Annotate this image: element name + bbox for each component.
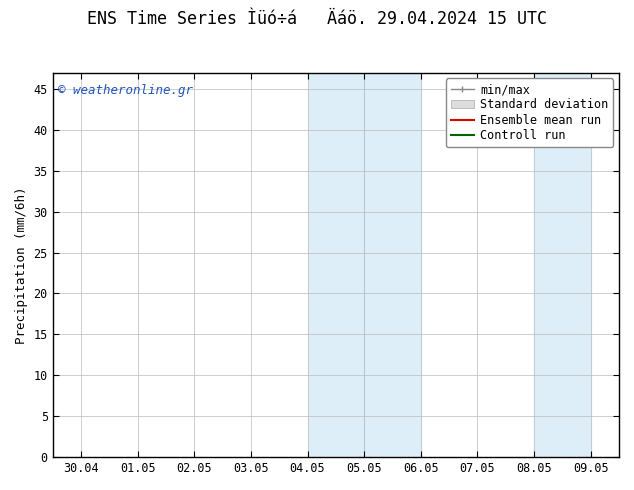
Text: ENS Time Series Ìüó÷á   Äáö. 29.04.2024 15 UTC: ENS Time Series Ìüó÷á Äáö. 29.04.2024 15… xyxy=(87,10,547,28)
Bar xyxy=(307,73,364,457)
Y-axis label: Precipitation (mm/6h): Precipitation (mm/6h) xyxy=(15,186,28,343)
Text: © weatheronline.gr: © weatheronline.gr xyxy=(58,84,193,97)
Bar xyxy=(534,73,591,457)
Bar xyxy=(364,73,421,457)
Legend: min/max, Standard deviation, Ensemble mean run, Controll run: min/max, Standard deviation, Ensemble me… xyxy=(446,78,613,147)
